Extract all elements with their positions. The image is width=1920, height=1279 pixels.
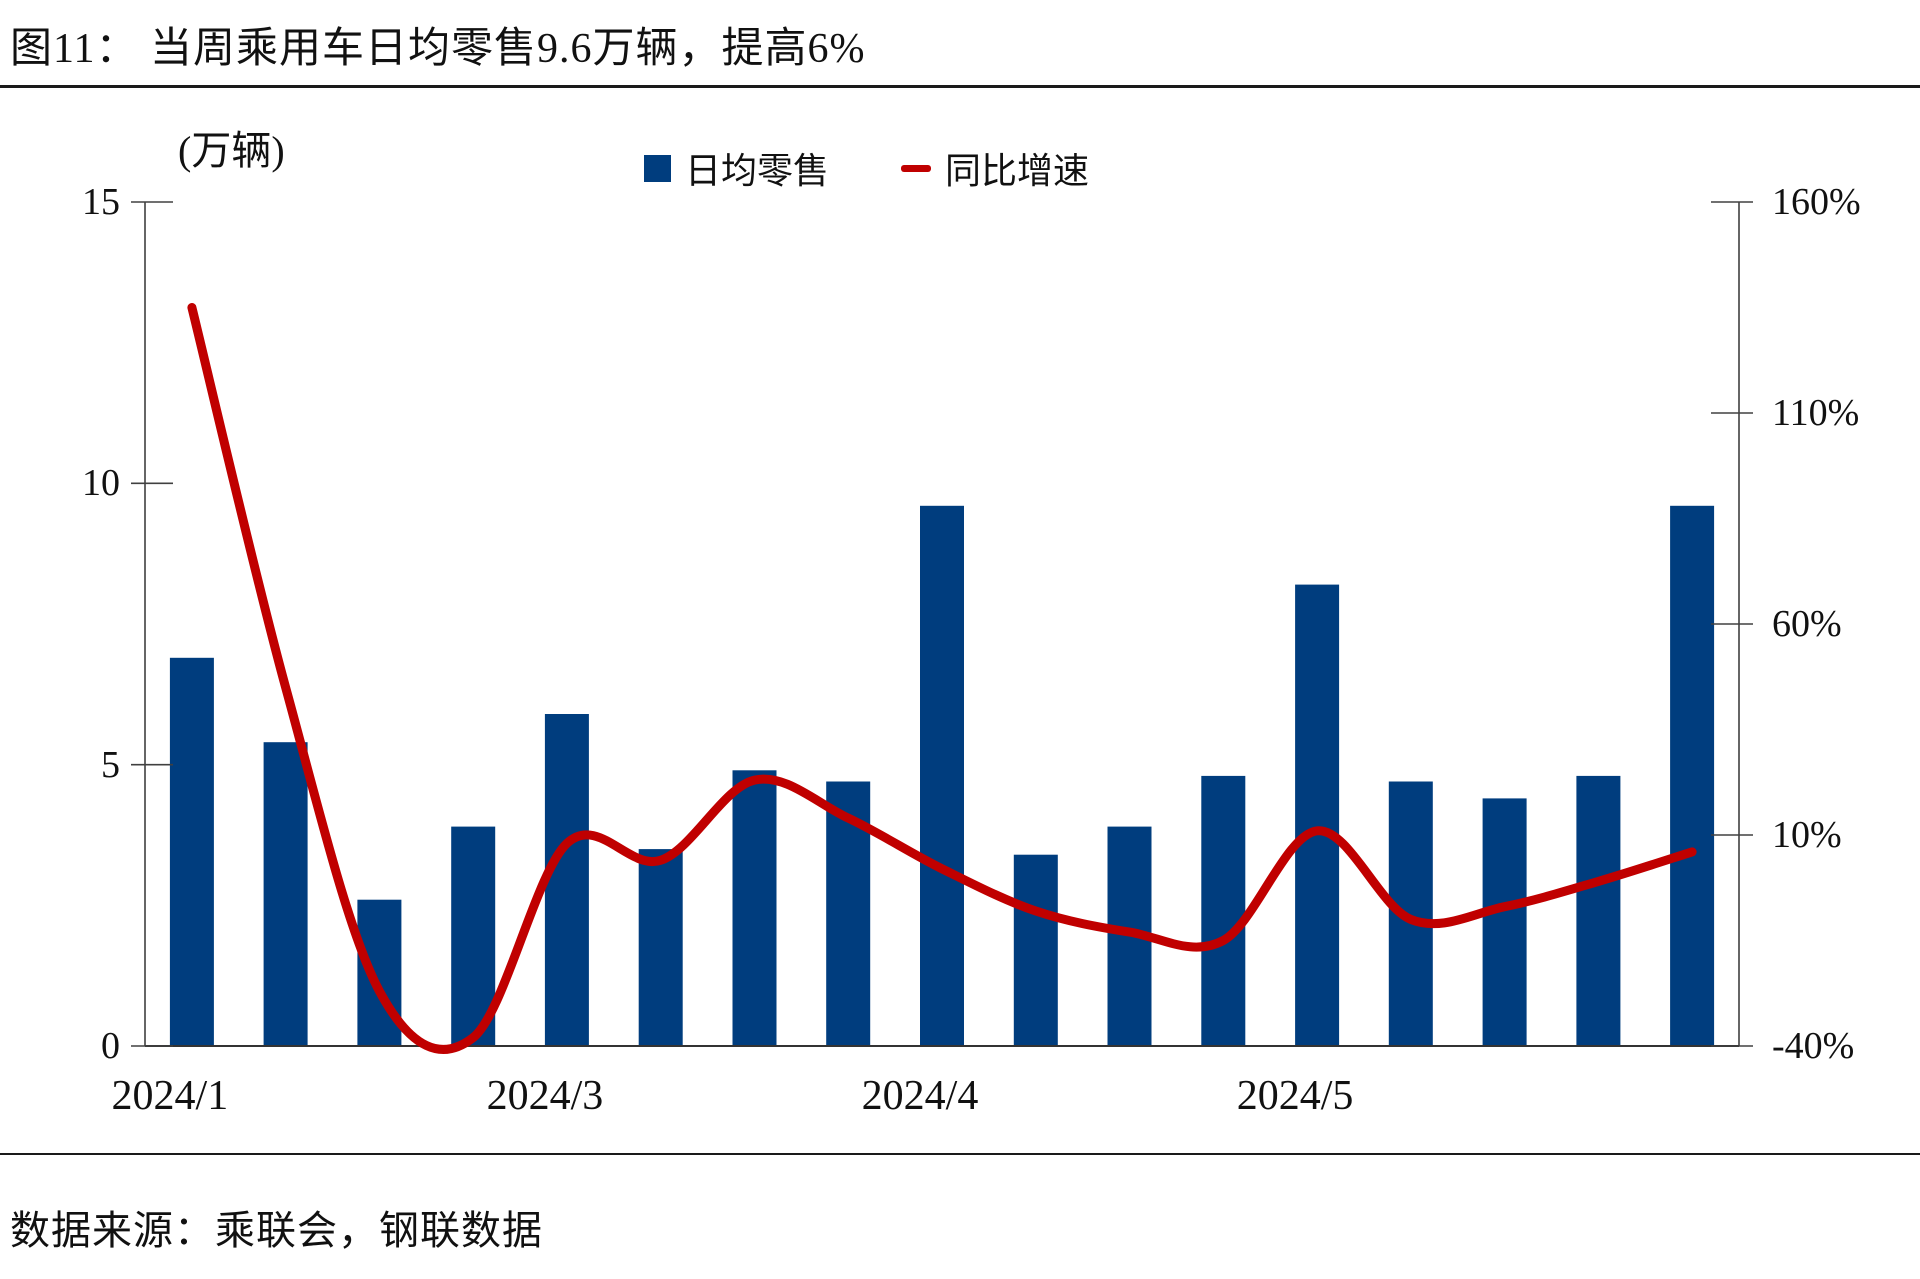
bar xyxy=(1295,584,1340,1046)
title-divider xyxy=(0,85,1920,88)
x-axis-tick-label: 2024/4 xyxy=(861,1073,979,1119)
right-axis-tick-label: 10% xyxy=(1772,814,1842,856)
legend-label-line-series: 同比增速 xyxy=(945,151,1090,191)
left-axis-tick-label: 10 xyxy=(82,462,120,505)
chart-legend: 日均零售 同比增速 xyxy=(644,142,1089,194)
x-axis-tick-label: 2024/1 xyxy=(111,1073,229,1119)
bar xyxy=(1670,505,1715,1046)
bar xyxy=(1482,798,1527,1046)
left-axis-tick-label: 15 xyxy=(82,181,120,223)
bar xyxy=(1201,775,1246,1046)
left-axis-unit-label: (万辆) xyxy=(178,128,285,173)
legend-label-bar-series: 日均零售 xyxy=(685,151,830,191)
x-axis-tick-label: 2024/3 xyxy=(486,1073,604,1119)
right-axis-tick-label: 160% xyxy=(1772,181,1861,223)
bar xyxy=(1013,854,1058,1046)
footer-divider xyxy=(0,1153,1920,1155)
bar xyxy=(544,714,589,1046)
bar xyxy=(732,770,777,1046)
bar xyxy=(169,657,214,1046)
x-axis-tick-label: 2024/5 xyxy=(1236,1073,1354,1119)
data-source-text: 数据来源：乘联会，钢联数据 xyxy=(10,1208,543,1253)
legend-item-bar-series: 日均零售 xyxy=(644,142,829,194)
right-axis-tick-label: -40% xyxy=(1772,1025,1855,1067)
bar xyxy=(263,742,308,1046)
growth-rate-line xyxy=(187,303,1697,1054)
bar xyxy=(638,849,683,1046)
left-axis-tick-label: 5 xyxy=(101,743,120,786)
legend-item-line-series: 同比增速 xyxy=(901,142,1089,194)
right-axis-tick-label: 110% xyxy=(1772,392,1860,434)
bar-series-swatch-icon xyxy=(644,154,671,182)
bar xyxy=(1576,775,1621,1046)
figure-title: 图11： 当周乘用车日均零售9.6万辆，提高6% xyxy=(10,26,866,72)
left-axis-tick-label: 0 xyxy=(101,1025,120,1067)
bar xyxy=(920,505,964,1046)
right-axis-tick-label: 60% xyxy=(1772,603,1842,645)
bar xyxy=(357,899,402,1046)
line-series-swatch-icon xyxy=(901,164,932,172)
